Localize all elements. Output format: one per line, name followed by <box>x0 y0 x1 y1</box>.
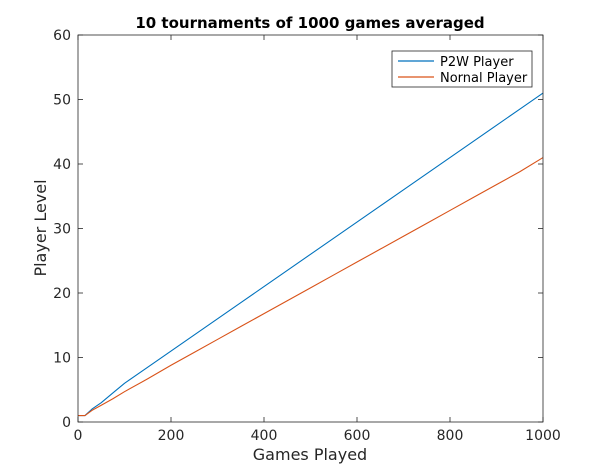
x-tick-label: 600 <box>344 428 371 444</box>
y-axis-label: Player Level <box>31 179 50 276</box>
chart-title: 10 tournaments of 1000 games averaged <box>135 14 484 32</box>
plot-area <box>78 35 543 422</box>
x-axis-label: Games Played <box>253 445 367 464</box>
series-line-2 <box>78 157 544 417</box>
y-tick-label: 0 <box>62 415 71 431</box>
legend-entry-2: Nornal Player <box>440 71 528 86</box>
axes-layer: 0 200 400 600 800 1000 0 10 20 30 40 50 60 <box>53 28 561 444</box>
legend-box <box>391 50 533 88</box>
x-tick-label: 800 <box>437 428 464 444</box>
y-tick-label: 30 <box>53 222 71 238</box>
x-tick-label: 400 <box>251 428 278 444</box>
y-tick-label: 20 <box>53 286 71 302</box>
x-tick-label: 200 <box>158 428 185 444</box>
y-tick-label: 60 <box>53 28 71 44</box>
series-layer <box>78 92 544 417</box>
y-tick-label: 40 <box>53 157 71 173</box>
y-tick-label: 10 <box>53 351 71 367</box>
x-tick-label: 0 <box>74 428 83 444</box>
x-tick-label: 1000 <box>525 428 561 444</box>
y-tick-label: 50 <box>53 93 71 109</box>
legend-entry-1: P2W Player <box>440 55 514 70</box>
series-line-1 <box>78 92 544 417</box>
